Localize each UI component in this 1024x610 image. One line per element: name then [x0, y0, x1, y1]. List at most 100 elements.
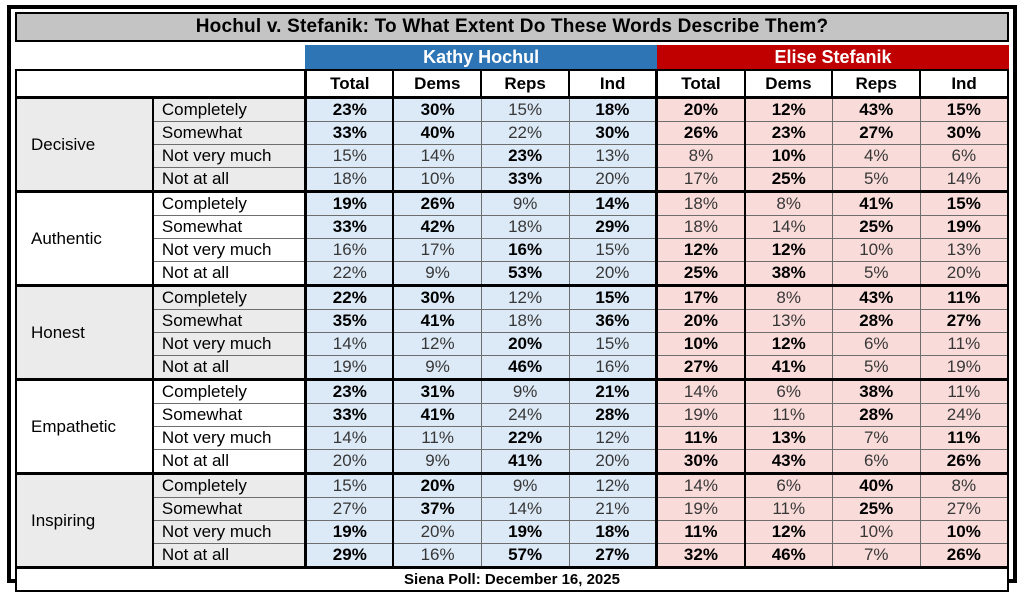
hochul-total-value: 14% [304, 332, 394, 356]
trait-label: Inspiring [15, 472, 154, 568]
hochul-reps-value: 22% [480, 426, 570, 450]
stefanik-ind-value: 11% [919, 378, 1009, 404]
hochul-dems-value: 9% [392, 261, 482, 286]
poll-table-body: Decisive Completely 23% 30% 15% 18% 20% 12% 43% 1… [15, 96, 1009, 568]
answer-label: Somewhat [151, 403, 307, 427]
hochul-total-value: 15% [304, 472, 394, 498]
stefanik-ind-value: 26% [919, 449, 1009, 474]
hochul-reps-value: 15% [480, 96, 570, 122]
hochul-reps-value: 24% [480, 403, 570, 427]
stefanik-total-value: 20% [655, 309, 746, 333]
answer-label: Completely [151, 284, 307, 310]
stefanik-ind-value: 6% [919, 144, 1009, 168]
stefanik-reps-value: 43% [831, 284, 921, 310]
table-row: Not very much 16% 17% 16% 15% 12% 12% 10% 13% [16, 238, 1009, 262]
hochul-total-value: 18% [304, 167, 394, 192]
stefanik-reps-value: 40% [831, 472, 921, 498]
stefanik-reps-value: 7% [831, 543, 921, 568]
hochul-reps-value: 33% [480, 167, 570, 192]
hochul-reps-value: 57% [480, 543, 570, 568]
stefanik-total-value: 19% [655, 403, 746, 427]
hochul-ind-value: 12% [568, 426, 658, 450]
stefanik-ind-value: 11% [919, 284, 1009, 310]
stefanik-ind-value: 27% [919, 309, 1009, 333]
hochul-ind-value: 18% [568, 96, 658, 122]
answer-label: Not very much [151, 520, 307, 544]
stefanik-reps-value: 7% [831, 426, 921, 450]
hochul-total-value: 33% [304, 215, 394, 239]
hochul-dems-value: 20% [392, 520, 482, 544]
answer-label: Completely [151, 190, 307, 216]
hochul-total-value: 23% [304, 378, 394, 404]
table-row: Not very much 14% 11% 22% 12% 11% 13% 7% 11% [16, 426, 1009, 450]
stefanik-total-value: 14% [655, 378, 746, 404]
stefanik-ind-value: 19% [919, 215, 1009, 239]
stefanik-dems-value: 41% [743, 355, 833, 380]
stefanik-dems-value: 23% [743, 121, 833, 145]
hochul-dems-value: 17% [392, 238, 482, 262]
hochul-dems-value: 16% [392, 543, 482, 568]
hochul-total-value: 16% [304, 238, 394, 262]
stefanik-dems-value: 13% [743, 309, 833, 333]
trait-label: Decisive [15, 96, 154, 192]
answer-label: Not at all [151, 543, 307, 568]
hochul-reps-value: 9% [480, 472, 570, 498]
hochul-total-value: 20% [304, 449, 394, 474]
hochul-total-value: 19% [304, 190, 394, 216]
hochul-ind-value: 30% [568, 121, 658, 145]
stefanik-ind-value: 15% [919, 96, 1009, 122]
answer-label: Somewhat [151, 309, 307, 333]
column-header-hochul-dems: Dems [392, 69, 483, 99]
answer-label: Not very much [151, 426, 307, 450]
hochul-total-value: 35% [304, 309, 394, 333]
hochul-dems-value: 12% [392, 332, 482, 356]
answer-label: Not very much [151, 238, 307, 262]
table-row: Not very much 19% 20% 19% 18% 11% 12% 10% 10% [16, 520, 1009, 544]
stefanik-ind-value: 19% [919, 355, 1009, 380]
table-row: Somewhat 33% 41% 24% 28% 19% 11% 28% 24% [16, 403, 1009, 427]
answer-label: Somewhat [151, 121, 307, 145]
stefanik-ind-value: 27% [919, 497, 1009, 521]
stefanik-reps-value: 41% [831, 190, 921, 216]
stefanik-dems-value: 11% [743, 497, 833, 521]
hochul-ind-value: 15% [568, 332, 658, 356]
hochul-reps-value: 16% [480, 238, 570, 262]
stefanik-total-value: 10% [655, 332, 746, 356]
answer-label: Not at all [151, 167, 307, 192]
hochul-reps-value: 18% [480, 215, 570, 239]
stefanik-ind-value: 13% [919, 238, 1009, 262]
stefanik-ind-value: 20% [919, 261, 1009, 286]
answer-label: Completely [151, 96, 307, 122]
hochul-ind-value: 14% [568, 190, 658, 216]
hochul-total-value: 29% [304, 543, 394, 568]
hochul-ind-value: 27% [568, 543, 658, 568]
column-header-hochul-ind: Ind [568, 69, 658, 99]
stefanik-total-value: 17% [655, 284, 746, 310]
hochul-ind-value: 15% [568, 284, 658, 310]
stefanik-reps-value: 43% [831, 96, 921, 122]
trait-label: Authentic [15, 190, 154, 286]
stefanik-reps-value: 5% [831, 167, 921, 192]
hochul-reps-value: 14% [480, 497, 570, 521]
stefanik-ind-value: 26% [919, 543, 1009, 568]
hochul-dems-value: 41% [392, 403, 482, 427]
column-header-hochul-reps: Reps [480, 69, 570, 99]
header-spacer [15, 45, 305, 69]
stefanik-dems-value: 12% [743, 332, 833, 356]
hochul-reps-value: 9% [480, 378, 570, 404]
answer-label: Not at all [151, 261, 307, 286]
answer-label: Not very much [151, 144, 307, 168]
column-header-row: Total Dems Reps Ind Total Dems Reps Ind [15, 69, 1009, 99]
hochul-total-value: 19% [304, 355, 394, 380]
hochul-dems-value: 42% [392, 215, 482, 239]
table-row: Decisive Completely 23% 30% 15% 18% 20% 12% 43% 1… [15, 96, 1009, 192]
hochul-total-value: 15% [304, 144, 394, 168]
hochul-total-value: 22% [304, 284, 394, 310]
hochul-dems-value: 14% [392, 144, 482, 168]
stefanik-dems-value: 14% [743, 215, 833, 239]
stefanik-total-value: 30% [655, 449, 746, 474]
hochul-total-value: 27% [304, 497, 394, 521]
table-row: Somewhat 27% 37% 14% 21% 19% 11% 25% 27% [16, 497, 1009, 521]
stefanik-total-value: 20% [655, 96, 746, 122]
stefanik-total-value: 19% [655, 497, 746, 521]
